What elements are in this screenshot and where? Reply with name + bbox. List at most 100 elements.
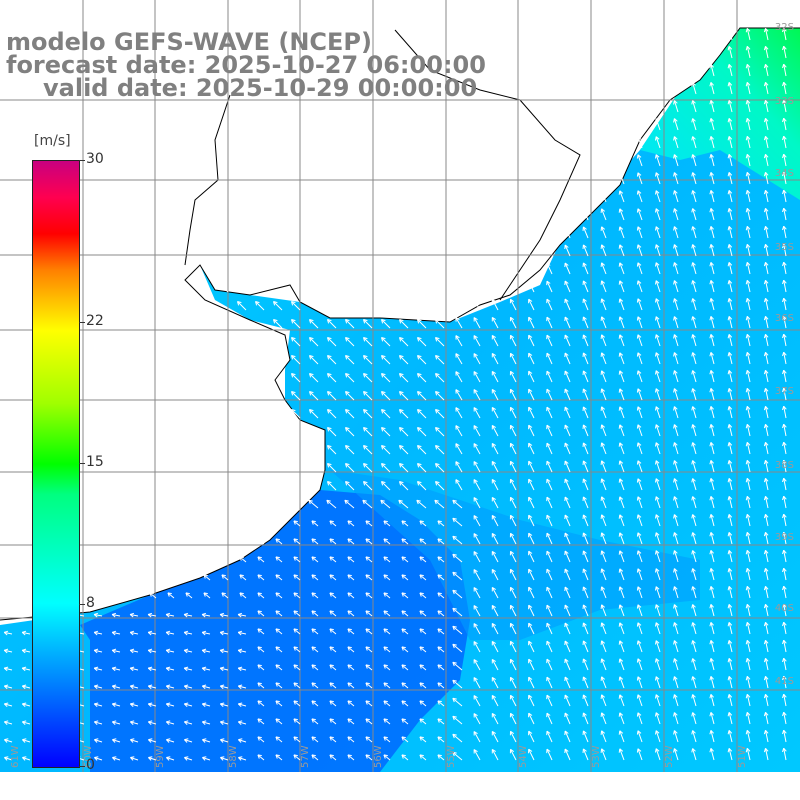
wind-arrow-head [727, 352, 730, 357]
wind-arrow-head [383, 574, 388, 577]
wind-arrow-head [618, 370, 621, 375]
wind-arrow [710, 280, 715, 293]
wind-arrow-head [528, 442, 533, 446]
wind-arrow-head [4, 739, 8, 743]
wind-arrow-head [473, 497, 478, 501]
wind-arrow [293, 664, 301, 671]
wind-arrow-head [293, 754, 298, 757]
wind-arrow [746, 568, 751, 581]
wind-arrow [746, 406, 751, 419]
wind-arrow-head [147, 632, 152, 636]
wind-arrow [221, 592, 229, 599]
wind-arrow [491, 569, 499, 581]
wind-arrow-head [399, 445, 402, 450]
wind-arrow [564, 622, 571, 635]
wind-arrow [746, 46, 751, 59]
wind-arrow-head [564, 568, 569, 572]
wind-arrow [365, 664, 373, 671]
wind-arrow-head [746, 315, 751, 320]
wind-arrow-head [311, 682, 316, 685]
wind-arrow [528, 532, 535, 545]
wind-arrow-head [437, 718, 442, 721]
wind-arrow [601, 298, 607, 311]
wind-arrow [765, 496, 769, 509]
wind-arrow [434, 499, 445, 509]
wind-arrow-head [727, 676, 730, 681]
wind-arrow-head [417, 409, 420, 414]
wind-arrow-head [399, 481, 404, 484]
wind-arrow [655, 532, 661, 545]
wind-arrow [311, 556, 319, 563]
wind-arrow-head [692, 190, 696, 194]
wind-arrow-head [362, 500, 365, 505]
wind-arrow-head [345, 445, 350, 448]
wind-arrow-head [202, 702, 207, 705]
wind-arrow-head [728, 154, 733, 158]
wind-arrow-head [417, 463, 420, 468]
wind-arrow-head [709, 334, 712, 339]
wind-arrow-head [22, 666, 27, 669]
wind-arrow-head [709, 658, 712, 663]
wind-arrow [473, 695, 481, 707]
wind-arrow-head [399, 391, 404, 394]
wind-arrow-head [619, 532, 624, 536]
wind-arrow-head [455, 371, 460, 375]
wind-arrow-head [327, 337, 332, 340]
wind-arrow-head [601, 280, 606, 284]
wind-arrow-head [311, 520, 314, 525]
wind-arrow-head [765, 117, 769, 122]
wind-arrow [619, 316, 625, 329]
wind-arrow-head [618, 406, 621, 411]
wind-arrow-head [636, 640, 639, 645]
wind-arrow-head [327, 481, 330, 486]
wind-arrow [692, 298, 697, 311]
wind-arrow-head [399, 391, 402, 396]
wind-arrow-head [239, 574, 244, 577]
wind-arrow [710, 586, 715, 599]
wind-arrow-head [275, 736, 278, 741]
wind-arrow [746, 730, 751, 743]
wind-arrow-head [710, 316, 714, 320]
wind-arrow-head [763, 694, 766, 699]
wind-arrow-head [148, 738, 153, 741]
wind-arrow-head [347, 628, 350, 633]
wind-arrow [510, 659, 517, 671]
wind-arrow [130, 614, 139, 617]
wind-arrow [637, 298, 643, 311]
wind-arrow-head [782, 190, 785, 195]
wind-arrow-head [618, 334, 621, 339]
wind-arrow-head [546, 496, 551, 500]
wind-arrow [381, 337, 391, 347]
wind-arrow [184, 649, 193, 653]
wind-arrow-head [709, 406, 712, 411]
wind-arrow-head [765, 387, 769, 392]
wind-arrow-head [782, 154, 785, 159]
wind-arrow-head [492, 730, 496, 735]
wind-arrow-head [763, 316, 766, 321]
wind-arrow-head [782, 442, 785, 447]
wind-arrow [510, 731, 517, 743]
wind-arrow [452, 499, 463, 509]
wind-arrow-head [727, 604, 730, 609]
wind-arrow-head [618, 280, 621, 285]
wind-arrow-head [311, 754, 314, 759]
wind-arrow-head [709, 118, 712, 123]
wind-arrow [765, 406, 769, 419]
wind-arrow-head [473, 335, 478, 339]
wind-arrow-head [745, 118, 748, 123]
wind-arrow [491, 461, 499, 473]
wind-arrow [673, 532, 679, 545]
wind-arrow-head [452, 518, 455, 523]
wind-arrow [528, 316, 535, 329]
wind-arrow-head [691, 388, 694, 393]
wind-arrow-head [166, 666, 171, 669]
wind-arrow-head [546, 676, 551, 680]
wind-arrow-head [417, 463, 422, 466]
wind-arrow [528, 388, 535, 401]
wind-arrow [437, 682, 445, 689]
wind-arrow-head [673, 172, 675, 177]
wind-arrow-head [401, 538, 404, 543]
wind-arrow-head [255, 301, 258, 306]
wind-arrow-head [293, 718, 298, 721]
